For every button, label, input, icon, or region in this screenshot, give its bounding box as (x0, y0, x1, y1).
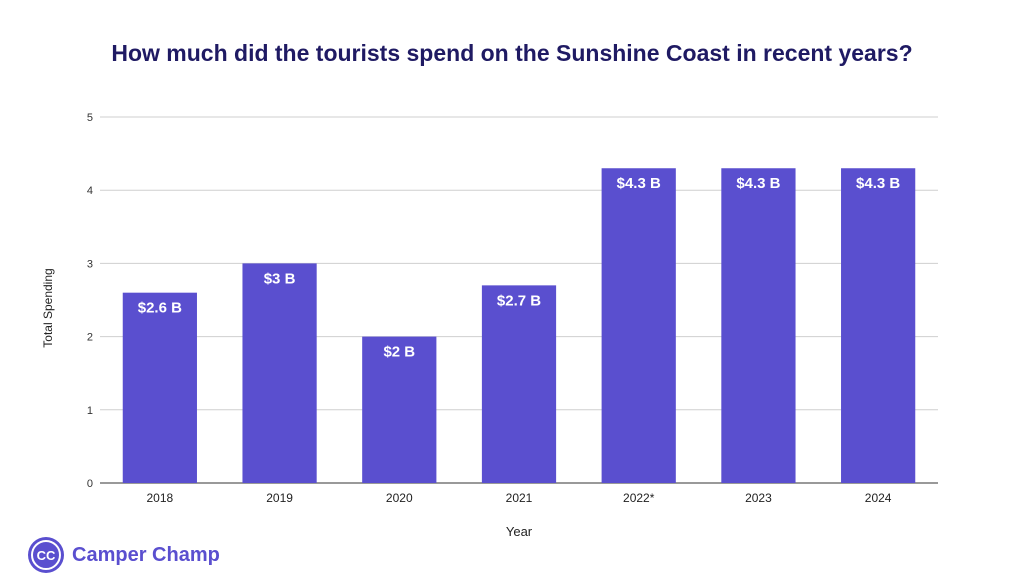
y-axis-title: Total Spending (41, 268, 55, 347)
bar (362, 336, 437, 483)
y-tick-label: 2 (87, 332, 93, 344)
chart-title: How much did the tourists spend on the S… (111, 40, 913, 66)
bar-data-label: $2 B (383, 344, 415, 361)
bar (721, 168, 796, 484)
x-tick-label: 2023 (745, 491, 772, 505)
bar-data-label: $2.6 B (138, 300, 182, 317)
x-tick-label: 2021 (506, 491, 533, 505)
bar (122, 292, 197, 483)
x-tick-label: 2018 (147, 491, 174, 505)
x-tick-label: 2022* (623, 491, 655, 505)
y-tick-label: 5 (87, 112, 93, 124)
bar (841, 168, 916, 484)
x-tick-label: 2024 (865, 491, 892, 505)
bar (242, 263, 317, 483)
bar-data-label: $4.3 B (856, 175, 900, 192)
brand-name: Camper Champ (72, 543, 220, 566)
bar (481, 285, 557, 483)
camper-champ-logo-icon: CC (28, 537, 64, 573)
bar-data-label: $4.3 B (736, 175, 780, 192)
x-tick-label: 2019 (266, 491, 293, 505)
x-tick-label: 2020 (386, 491, 413, 505)
y-tick-label: 4 (87, 185, 93, 197)
x-axis-title: Year (506, 524, 533, 539)
y-tick-label: 0 (87, 478, 93, 490)
bar (601, 168, 676, 484)
bar-data-label: $2.7 B (497, 292, 541, 309)
bar-data-label: $4.3 B (617, 175, 661, 192)
y-tick-label: 3 (87, 258, 93, 270)
brand: CC Camper Champ (28, 537, 220, 573)
brand-logo-text: CC (36, 547, 56, 563)
y-tick-label: 1 (87, 405, 93, 417)
bar-data-label: $3 B (264, 270, 296, 287)
